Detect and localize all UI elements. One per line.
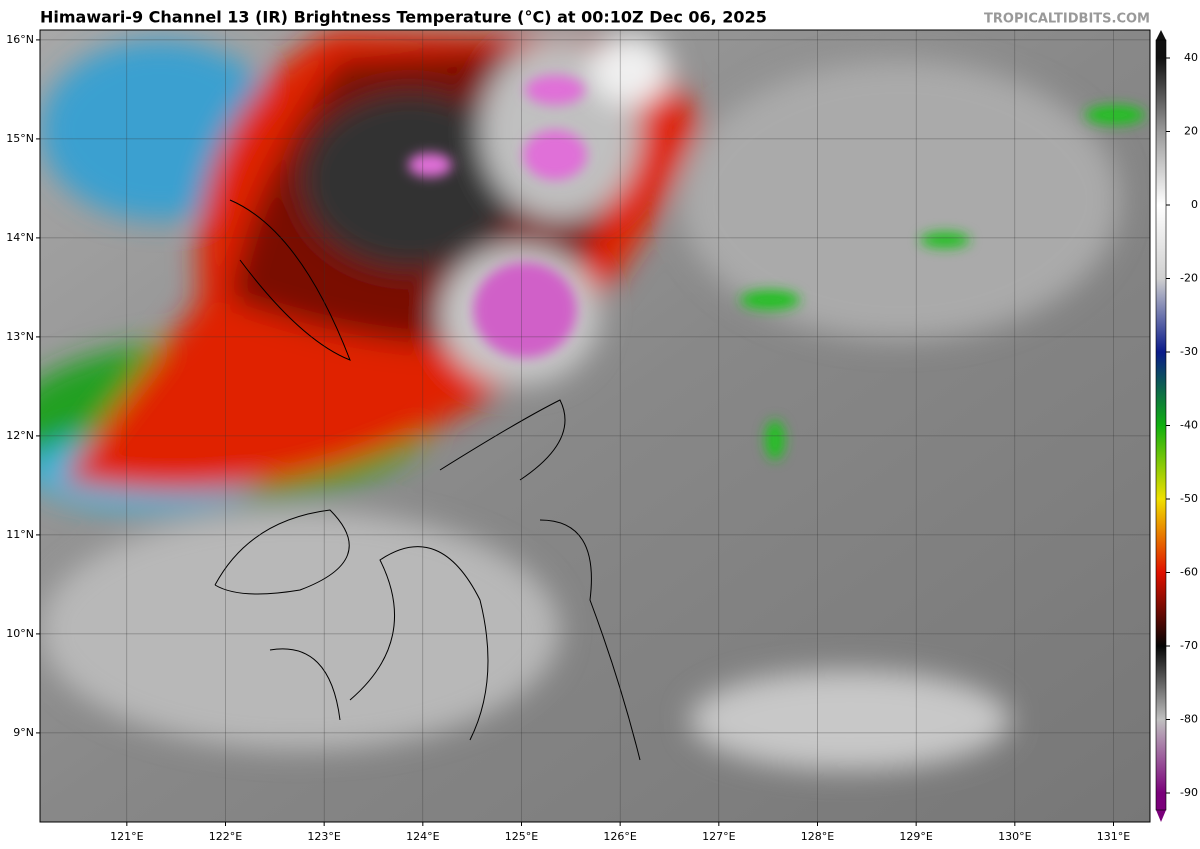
y-tick-label: 15°N — [6, 132, 34, 145]
y-tick-label: 13°N — [6, 330, 34, 343]
colorbar-tick-label: 40 — [1184, 51, 1198, 64]
graticule: 121°E 122°E 123°E 124°E 125°E 126°E 127°E 128°E… — [6, 30, 1150, 843]
x-tick-label: 122°E — [209, 830, 242, 843]
x-tick-label: 130°E — [998, 830, 1031, 843]
y-tick-label: 14°N — [6, 231, 34, 244]
colorbar-tick-label: -60 — [1180, 566, 1198, 579]
y-tick-label: 16°N — [6, 33, 34, 46]
colorbar-tick-label: -20 — [1180, 272, 1198, 285]
y-tick-label: 11°N — [6, 528, 34, 541]
x-tick-label: 121°E — [110, 830, 143, 843]
x-tick-label: 131°E — [1097, 830, 1130, 843]
colorbar: 40 20 0 -20 -30 -40 -50 -60 -70 -80 -90 — [1155, 30, 1198, 822]
satellite-imagery — [40, 30, 1150, 822]
title: Himawari-9 Channel 13 (IR) Brightness Te… — [40, 8, 767, 27]
colorbar-extend-top — [1156, 30, 1166, 40]
colorbar-tick-label: -70 — [1180, 639, 1198, 652]
colorbar-bar — [1156, 40, 1166, 810]
colorbar-tick-label: -50 — [1180, 492, 1198, 505]
watermark: TROPICALTIDBITS.COM — [984, 12, 1150, 27]
y-tick-label: 10°N — [6, 627, 34, 640]
colorbar-extend-bottom — [1156, 810, 1166, 822]
colorbar-tick-label: -90 — [1180, 786, 1198, 799]
x-tick-label: 128°E — [801, 830, 834, 843]
colorbar-tick-label: -80 — [1180, 713, 1198, 726]
x-tick-label: 124°E — [406, 830, 439, 843]
x-tick-label: 123°E — [307, 830, 340, 843]
x-tick-label: 127°E — [702, 830, 735, 843]
x-tick-label: 126°E — [603, 830, 636, 843]
colorbar-tick-label: 20 — [1184, 125, 1198, 138]
colorbar-tick-label: -30 — [1180, 345, 1198, 358]
map-frame — [39, 29, 1151, 823]
colorbar-tick-label: -40 — [1180, 419, 1198, 432]
colorbar-tick-label: 0 — [1191, 198, 1198, 211]
y-tick-label: 9°N — [13, 726, 34, 739]
x-tick-label: 129°E — [899, 830, 932, 843]
x-tick-label: 125°E — [505, 830, 538, 843]
y-tick-label: 12°N — [6, 429, 34, 442]
